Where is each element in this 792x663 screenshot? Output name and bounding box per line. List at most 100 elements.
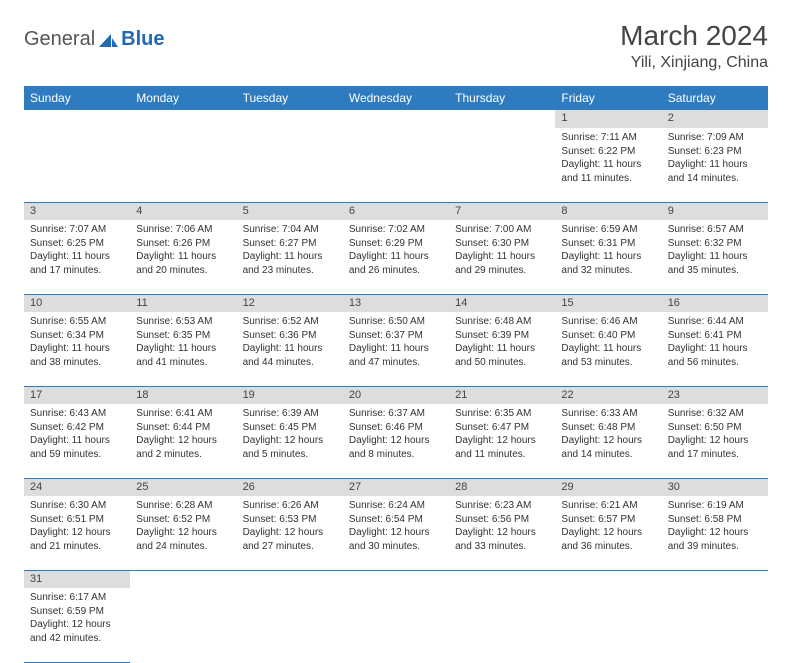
sunset-text: Sunset: 6:48 PM: [561, 421, 655, 435]
day-number-cell: 17: [24, 386, 130, 404]
day-detail-cell: [237, 588, 343, 662]
sunrise-text: Sunrise: 7:06 AM: [136, 223, 230, 237]
daylight-text: Daylight: 12 hours: [30, 618, 124, 632]
daylight-text: Daylight: 11 hours: [561, 250, 655, 264]
day-detail-cell: [449, 128, 555, 202]
sunset-text: Sunset: 6:40 PM: [561, 329, 655, 343]
day-detail-cell: Sunrise: 6:43 AMSunset: 6:42 PMDaylight:…: [24, 404, 130, 478]
sunset-text: Sunset: 6:56 PM: [455, 513, 549, 527]
daylight-text: Daylight: 11 hours: [243, 342, 337, 356]
daylight-text: Daylight: 11 hours: [668, 158, 762, 172]
location-text: Yili, Xinjiang, China: [620, 54, 768, 72]
daylight-text: Daylight: 12 hours: [668, 526, 762, 540]
sunset-text: Sunset: 6:25 PM: [30, 237, 124, 251]
daynum-row: 3456789: [24, 202, 768, 220]
daylight-text: and 2 minutes.: [136, 448, 230, 462]
daylight-text: Daylight: 12 hours: [136, 526, 230, 540]
sunrise-text: Sunrise: 6:52 AM: [243, 315, 337, 329]
sunrise-text: Sunrise: 6:35 AM: [455, 407, 549, 421]
day-number-cell: 2: [662, 110, 768, 128]
day-detail-cell: Sunrise: 6:52 AMSunset: 6:36 PMDaylight:…: [237, 312, 343, 386]
day-number-cell: [24, 110, 130, 128]
sunrise-text: Sunrise: 6:17 AM: [30, 591, 124, 605]
day-detail-cell: [237, 128, 343, 202]
day-detail-cell: [343, 588, 449, 662]
sunset-text: Sunset: 6:53 PM: [243, 513, 337, 527]
daylight-text: Daylight: 11 hours: [455, 342, 549, 356]
sunrise-text: Sunrise: 6:46 AM: [561, 315, 655, 329]
sunrise-text: Sunrise: 6:24 AM: [349, 499, 443, 513]
day-number-cell: 10: [24, 294, 130, 312]
day-number-cell: 23: [662, 386, 768, 404]
daylight-text: Daylight: 11 hours: [668, 250, 762, 264]
sunrise-text: Sunrise: 6:43 AM: [30, 407, 124, 421]
day-detail-cell: Sunrise: 6:26 AMSunset: 6:53 PMDaylight:…: [237, 496, 343, 570]
day-detail-cell: [130, 128, 236, 202]
sunrise-text: Sunrise: 7:11 AM: [561, 131, 655, 145]
daylight-text: and 38 minutes.: [30, 356, 124, 370]
day-detail-cell: Sunrise: 7:02 AMSunset: 6:29 PMDaylight:…: [343, 220, 449, 294]
day-number-cell: 19: [237, 386, 343, 404]
sunset-text: Sunset: 6:30 PM: [455, 237, 549, 251]
day-detail-cell: Sunrise: 6:33 AMSunset: 6:48 PMDaylight:…: [555, 404, 661, 478]
daynum-row: 10111213141516: [24, 294, 768, 312]
day-header-row: Sunday Monday Tuesday Wednesday Thursday…: [24, 86, 768, 110]
daylight-text: Daylight: 11 hours: [455, 250, 549, 264]
day-number-cell: 6: [343, 202, 449, 220]
day-number-cell: 8: [555, 202, 661, 220]
daylight-text: and 44 minutes.: [243, 356, 337, 370]
sunrise-text: Sunrise: 6:57 AM: [668, 223, 762, 237]
sunrise-text: Sunrise: 6:53 AM: [136, 315, 230, 329]
daylight-text: and 21 minutes.: [30, 540, 124, 554]
sunset-text: Sunset: 6:26 PM: [136, 237, 230, 251]
daylight-text: and 33 minutes.: [455, 540, 549, 554]
detail-row: Sunrise: 7:11 AMSunset: 6:22 PMDaylight:…: [24, 128, 768, 202]
day-detail-cell: [130, 588, 236, 662]
daylight-text: and 5 minutes.: [243, 448, 337, 462]
day-number-cell: [343, 110, 449, 128]
day-number-cell: 13: [343, 294, 449, 312]
day-detail-cell: [449, 588, 555, 662]
daylight-text: and 35 minutes.: [668, 264, 762, 278]
daylight-text: and 59 minutes.: [30, 448, 124, 462]
sunrise-text: Sunrise: 6:55 AM: [30, 315, 124, 329]
day-number-cell: 31: [24, 570, 130, 588]
sunset-text: Sunset: 6:37 PM: [349, 329, 443, 343]
day-number-cell: [130, 570, 236, 588]
day-detail-cell: Sunrise: 6:50 AMSunset: 6:37 PMDaylight:…: [343, 312, 449, 386]
sunset-text: Sunset: 6:50 PM: [668, 421, 762, 435]
day-header: Monday: [130, 86, 236, 110]
day-header: Friday: [555, 86, 661, 110]
day-detail-cell: Sunrise: 6:28 AMSunset: 6:52 PMDaylight:…: [130, 496, 236, 570]
day-header: Thursday: [449, 86, 555, 110]
day-detail-cell: Sunrise: 7:09 AMSunset: 6:23 PMDaylight:…: [662, 128, 768, 202]
day-detail-cell: Sunrise: 7:00 AMSunset: 6:30 PMDaylight:…: [449, 220, 555, 294]
sunset-text: Sunset: 6:31 PM: [561, 237, 655, 251]
day-number-cell: 27: [343, 478, 449, 496]
daylight-text: and 17 minutes.: [668, 448, 762, 462]
sunrise-text: Sunrise: 7:04 AM: [243, 223, 337, 237]
day-number-cell: 3: [24, 202, 130, 220]
day-detail-cell: Sunrise: 6:39 AMSunset: 6:45 PMDaylight:…: [237, 404, 343, 478]
day-detail-cell: Sunrise: 6:46 AMSunset: 6:40 PMDaylight:…: [555, 312, 661, 386]
daynum-row: 24252627282930: [24, 478, 768, 496]
sunrise-text: Sunrise: 6:19 AM: [668, 499, 762, 513]
daylight-text: Daylight: 11 hours: [30, 434, 124, 448]
daylight-text: Daylight: 12 hours: [243, 434, 337, 448]
day-detail-cell: Sunrise: 6:57 AMSunset: 6:32 PMDaylight:…: [662, 220, 768, 294]
daynum-row: 17181920212223: [24, 386, 768, 404]
daylight-text: Daylight: 12 hours: [136, 434, 230, 448]
day-detail-cell: [555, 588, 661, 662]
daylight-text: and 39 minutes.: [668, 540, 762, 554]
daylight-text: Daylight: 12 hours: [243, 526, 337, 540]
day-number-cell: 25: [130, 478, 236, 496]
sunset-text: Sunset: 6:59 PM: [30, 605, 124, 619]
sunrise-text: Sunrise: 6:48 AM: [455, 315, 549, 329]
sunset-text: Sunset: 6:27 PM: [243, 237, 337, 251]
page-title: March 2024: [620, 20, 768, 52]
sunrise-text: Sunrise: 6:21 AM: [561, 499, 655, 513]
sunrise-text: Sunrise: 6:39 AM: [243, 407, 337, 421]
daylight-text: and 20 minutes.: [136, 264, 230, 278]
daylight-text: and 30 minutes.: [349, 540, 443, 554]
daylight-text: Daylight: 11 hours: [243, 250, 337, 264]
